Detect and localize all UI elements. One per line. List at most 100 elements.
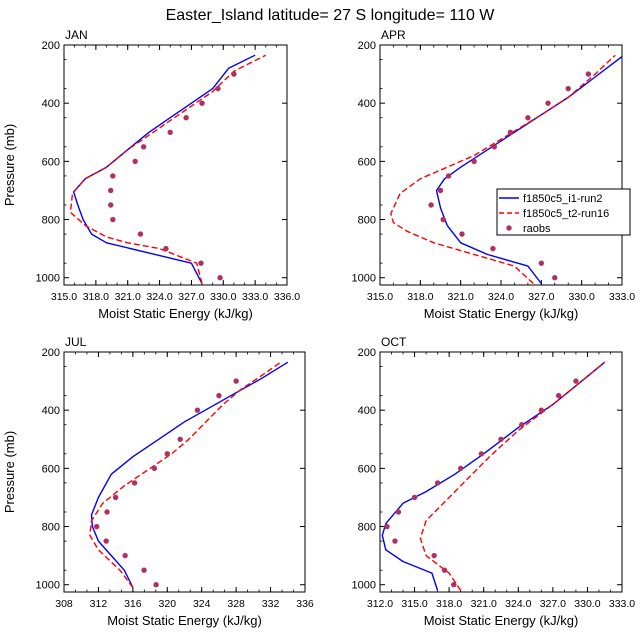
x-tick-label: 315.0 — [401, 598, 427, 610]
raobs-point — [140, 144, 147, 150]
y-tick-label: 400 — [42, 98, 60, 110]
raobs-point — [573, 378, 579, 384]
plot-frame — [379, 351, 623, 593]
series-line-i1-run2 — [435, 56, 622, 284]
raobs-point — [198, 260, 204, 266]
x-tick-label: 327.0 — [540, 598, 566, 610]
x-tick-label: 321.0 — [448, 291, 474, 303]
raobs-point — [431, 552, 437, 559]
y-tick-label: 600 — [358, 156, 376, 168]
series-line-i1-run2 — [381, 361, 606, 591]
raobs-point — [555, 392, 562, 399]
series-line-t2-run16 — [89, 361, 282, 589]
raobs-point — [411, 494, 418, 501]
y-tick-label: 1000 — [352, 273, 376, 285]
raobs-point — [384, 523, 390, 530]
panel-apr: APR 315.0 318.0 321.0 324.0 327.0 330.0 333.0 20… — [352, 28, 636, 321]
x-tick-label: 330.0 — [569, 291, 595, 303]
raobs-point — [507, 129, 514, 135]
raobs-point — [177, 436, 183, 442]
y-tick-label: 600 — [42, 463, 60, 475]
raobs-point — [441, 567, 448, 573]
y-tick-label: 600 — [42, 156, 60, 168]
x-axis-label: Moist Static Energy (kJ/kg) — [424, 613, 579, 628]
series-raobs — [384, 378, 579, 588]
series-line-i1-run2 — [90, 361, 289, 588]
x-tick-label: 318.0 — [407, 291, 433, 303]
raobs-point — [199, 100, 205, 106]
x-tick-label: 333.0 — [609, 598, 635, 610]
x-tick-label: 333.0 — [609, 291, 635, 303]
raobs-point — [491, 144, 497, 150]
raobs-point — [122, 552, 128, 559]
raobs-point — [498, 436, 504, 442]
x-axis-label: Moist Static Energy (kJ/kg) — [107, 613, 262, 628]
figure-title: Easter_Island latitude= 27 S longitude= … — [166, 7, 496, 24]
x-tick-label: 332 — [262, 598, 280, 610]
y-axis-label: Pressure (mb) — [2, 124, 17, 206]
x-tick-label: 324.0 — [488, 291, 514, 303]
y-tick-label: 200 — [42, 347, 60, 359]
x-tick-label: 312.0 — [367, 598, 393, 610]
x-axis-label: Moist Static Energy (kJ/kg) — [424, 306, 579, 321]
raobs-point — [164, 451, 170, 457]
y-tick-label: 800 — [42, 215, 60, 227]
raobs-point — [538, 407, 545, 413]
raobs-point — [490, 245, 496, 252]
x-tick-label: 333.0 — [242, 291, 268, 303]
x-tick-label: 316 — [124, 598, 142, 610]
raobs-point — [167, 129, 173, 135]
y-tick-label: 400 — [42, 405, 60, 417]
raobs-point — [552, 275, 558, 281]
series-raobs — [94, 378, 239, 588]
raobs-point — [108, 187, 114, 194]
x-tick-label: 324.0 — [505, 598, 531, 610]
raobs-point — [163, 245, 169, 252]
raobs-point — [104, 509, 110, 515]
raobs-point — [112, 494, 119, 501]
raobs-point — [141, 567, 147, 573]
y-tick-label: 400 — [358, 405, 376, 417]
y-axis-label: Pressure (mb) — [2, 431, 17, 513]
raobs-point — [434, 480, 441, 486]
raobs-point — [110, 216, 116, 223]
raobs-point — [585, 71, 592, 77]
raobs-point — [215, 85, 221, 92]
raobs-point — [478, 451, 485, 457]
raobs-point — [395, 509, 402, 515]
x-tick-label: 321.0 — [115, 291, 141, 303]
x-tick-label: 330.0 — [574, 598, 600, 610]
legend-label: f1850c5_t2-run16 — [523, 208, 609, 220]
raobs-point — [183, 115, 189, 121]
y-tick-label: 200 — [42, 40, 60, 52]
raobs-point — [459, 231, 465, 237]
raobs-point — [216, 392, 222, 399]
x-tick-label: 336.0 — [274, 291, 300, 303]
raobs-point — [440, 216, 446, 223]
y-tick-label: 200 — [358, 40, 376, 52]
legend-label: f1850c5_i1-run2 — [523, 193, 603, 205]
legend-box — [496, 188, 631, 236]
x-tick-label: 324 — [193, 598, 211, 610]
legend-label: raobs — [523, 223, 551, 235]
raobs-point — [94, 523, 100, 530]
y-tick-label: 1000 — [36, 273, 60, 285]
raobs-point — [153, 582, 159, 588]
raobs-point — [194, 407, 201, 413]
raobs-point — [471, 158, 477, 165]
x-tick-label: 321.0 — [471, 598, 497, 610]
series-line-t2-run16 — [69, 54, 267, 284]
raobs-point — [392, 538, 398, 544]
panel-title: JAN — [65, 28, 88, 42]
x-tick-label: 308 — [55, 598, 73, 610]
panel-oct: OCT 312.0 315.0 318.0 321.0 324.0 327.0 330.0 33… — [352, 335, 636, 628]
raobs-point — [137, 231, 144, 237]
x-axis-label: Moist Static Energy (kJ/kg) — [98, 306, 253, 321]
panel-jan: JAN 315.0 318.0 321.0 324.0 327.0 330.0 333.0 33… — [2, 28, 300, 321]
y-tick-label: 1000 — [36, 580, 60, 592]
x-tick-label: 324.0 — [146, 291, 172, 303]
panels: JAN 315.0 318.0 321.0 324.0 327.0 330.0 333.0 33… — [2, 28, 635, 628]
y-tick-label: 400 — [358, 98, 376, 110]
